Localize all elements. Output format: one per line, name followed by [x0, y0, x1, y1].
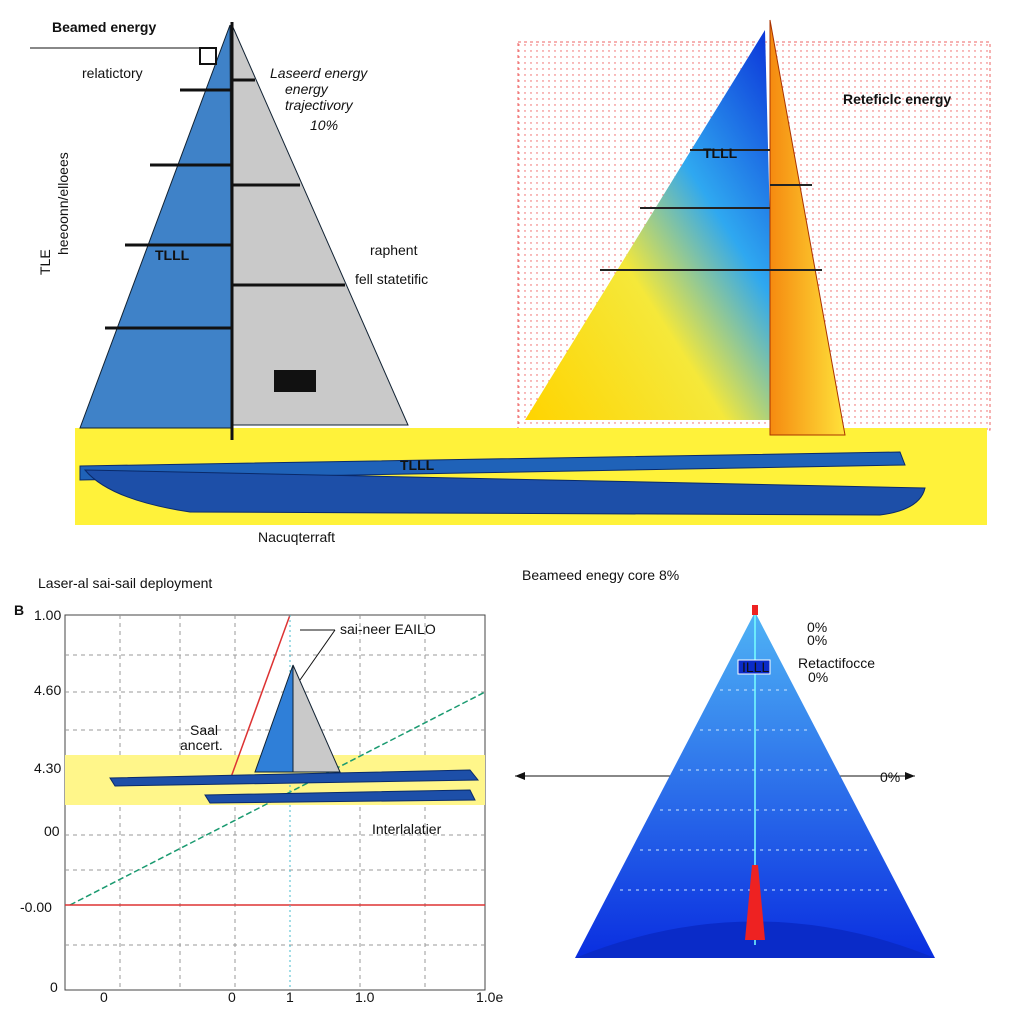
sail-patch	[274, 370, 316, 392]
gradient-battens	[600, 149, 822, 271]
y-tick-label: 4.60	[34, 682, 61, 698]
callout: sai-neer EAILO	[340, 621, 436, 637]
title: Laser-al sai-sail deployment	[38, 575, 212, 591]
callout: fell statetific	[355, 271, 428, 287]
label: trajectivory	[285, 97, 354, 113]
y-tick-label: -0.00	[20, 899, 52, 915]
mini-hull	[204, 789, 476, 804]
title: Beamed energy	[52, 19, 156, 35]
label: Laseerd energy	[270, 65, 368, 81]
panel-letter: B	[14, 602, 24, 618]
sail-tag: TLLL	[400, 457, 435, 473]
callout: raphent	[370, 242, 418, 258]
label: ancert.	[180, 737, 223, 753]
tag-box	[737, 659, 771, 675]
tag: ILLL	[742, 659, 769, 675]
deployment-panel: Laser-al sai-sail deployment B sai-neer …	[14, 575, 503, 1005]
label: 0%	[807, 632, 827, 648]
mini-jib	[292, 664, 341, 773]
battens	[105, 78, 345, 330]
vertical-label: heeoonn/elloees	[55, 152, 71, 255]
sail-tag: TLLL	[703, 145, 738, 161]
label: Reteficlc energy	[843, 91, 951, 107]
red-line	[229, 614, 291, 781]
trajectory	[69, 691, 486, 906]
vertical-label: TLE	[37, 249, 53, 275]
y-ticks: 1.00 4.60 4.30 00 -0.00 0	[20, 607, 61, 995]
y-tick-label: 1.00	[34, 607, 61, 623]
top-panel: Beamed energy relatictory Laseerd energy…	[30, 19, 991, 545]
y-tick-label: 4.30	[34, 760, 61, 776]
label: Interlalatier	[372, 821, 442, 837]
label: 0%	[880, 769, 900, 785]
core-spike	[745, 865, 765, 940]
arrow-head	[515, 772, 525, 780]
main-sail	[79, 24, 233, 429]
hull-lower	[83, 469, 926, 516]
label: relatictory	[82, 65, 143, 81]
y-tick-label: 0	[50, 979, 58, 995]
label: Retactifocce	[798, 655, 875, 671]
label: 0%	[808, 669, 828, 685]
y-tick-label: 00	[44, 823, 60, 839]
gradient-jib	[769, 19, 846, 436]
label: Saal	[190, 722, 218, 738]
hull-upper	[79, 451, 906, 481]
label: energy	[285, 81, 329, 97]
tip	[752, 605, 758, 615]
title: Beameed enegy core 8%	[522, 567, 679, 583]
marker	[199, 47, 217, 65]
caption: Nacuqterraft	[258, 529, 335, 545]
x-tick-label: 0	[100, 989, 108, 1005]
arrow-head	[905, 772, 915, 780]
x-tick-label: 0	[228, 989, 236, 1005]
label: 0%	[807, 619, 827, 635]
leader	[299, 629, 336, 681]
x-tick-label: 1	[286, 989, 294, 1005]
gradient-sail	[525, 30, 775, 420]
sail-tag: TLLL	[155, 247, 190, 263]
label: 10%	[310, 117, 338, 133]
mini-hull	[109, 769, 480, 787]
x-tick-label: 1.0	[355, 989, 375, 1005]
core-panel: ILLL Beameed enegy core 8% 0% 0% Retacti…	[515, 567, 935, 958]
x-tick-label: 1.0e	[476, 989, 503, 1005]
